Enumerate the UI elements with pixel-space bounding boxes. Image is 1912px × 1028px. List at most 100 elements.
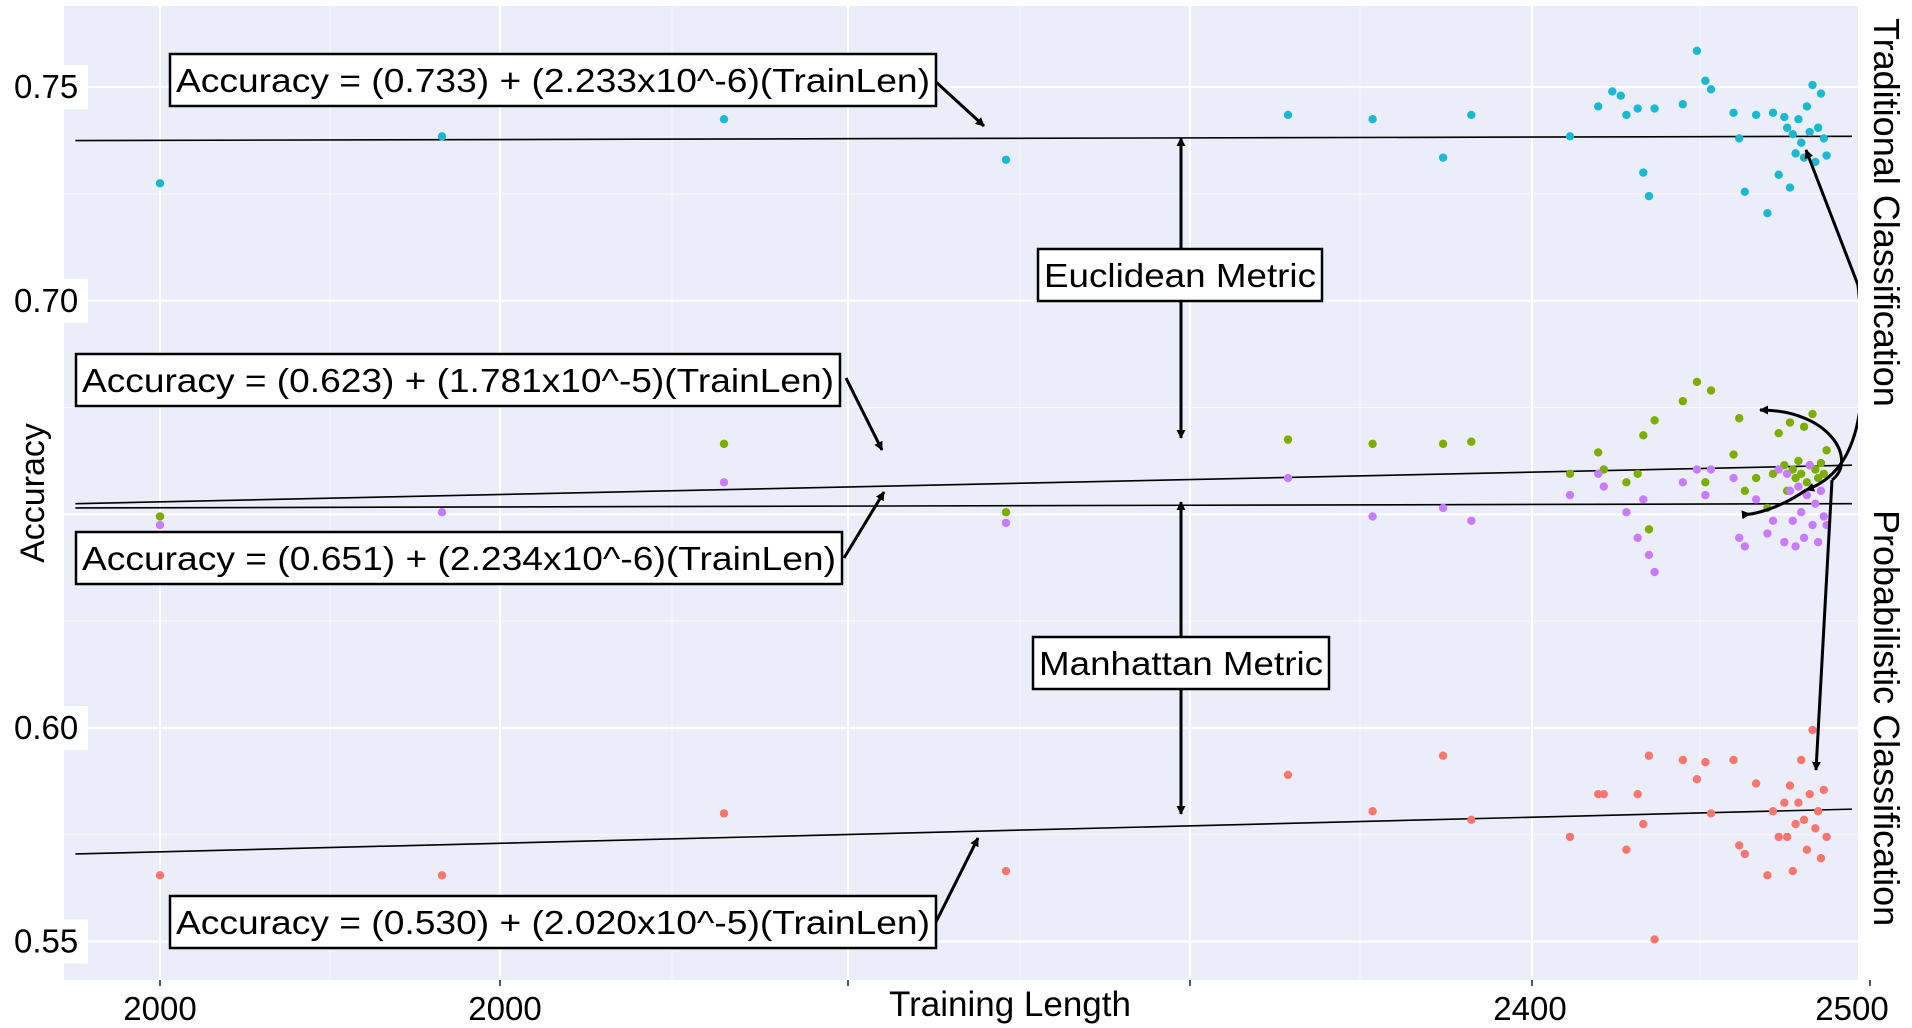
data-point-series-4 [1791,819,1800,829]
equation-traditional-manhattan-text: Accuracy = (0.651) + (2.234x10^-6)(Train… [82,540,836,577]
data-point-series-1 [1622,110,1631,120]
annotation-arrows [842,80,1865,923]
data-points [155,46,1831,944]
data-point-series-2 [1594,448,1603,457]
data-point-series-3 [1368,512,1377,521]
data-point-series-4 [1797,755,1806,765]
equation-traditional-euclidean-text: Accuracy = (0.733) + (2.233x10^-6)(Train… [176,62,930,99]
data-point-series-3 [1782,469,1792,478]
data-point-series-3 [1808,520,1817,530]
euclidean-metric-label-box [1036,247,1324,303]
data-point-series-2 [719,439,729,449]
data-point-series-1 [1706,85,1716,94]
right-label-band [1858,0,1912,980]
data-point-series-3 [1797,508,1806,517]
equation-probabilistic-euclidean: Accuracy = (0.623) + (1.781x10^-5)(Train… [74,352,842,408]
data-point-series-2 [1808,409,1817,419]
data-point-series-3 [1768,516,1778,525]
data-point-series-1 [719,115,729,124]
data-point-series-4 [1811,824,1820,833]
data-point-series-2 [1819,469,1829,478]
regression-line-3 [75,502,1853,509]
annotation-labels: Traditional Classification Probabilistic … [74,0,1912,980]
arrow-eq-probabilistic-euclidean [844,377,884,451]
data-point-series-1 [1740,187,1750,197]
equation-traditional-manhattan-box [74,530,844,586]
arrow-traditional-to-euclidean [1804,149,1860,286]
data-point-series-1 [1678,100,1688,109]
data-point-series-1 [155,179,165,188]
data-point-series-1 [1816,89,1826,98]
data-point-series-3 [1805,461,1814,470]
data-point-series-1 [1639,168,1648,177]
x-axis-band [0,980,1912,1028]
data-point-series-2 [1438,439,1448,449]
data-point-series-3 [1791,542,1800,551]
data-point-series-4 [437,871,447,880]
equation-probabilistic-manhattan: Accuracy = (0.530) + (2.020x10^-5)(Train… [168,894,938,950]
data-point-series-1 [1701,76,1710,85]
data-point-series-1 [1616,91,1625,100]
data-point-series-3 [1692,465,1702,474]
data-point-series-4 [1438,751,1448,760]
data-point-series-3 [1650,567,1659,577]
data-point-series-1 [1467,110,1476,120]
y-tick-label: 0.60 [14,709,78,746]
data-point-series-3 [155,520,165,530]
data-point-series-1 [1438,153,1448,162]
data-point-series-1 [1808,80,1817,90]
data-point-series-1 [1794,115,1803,124]
equation-traditional-manhattan: Accuracy = (0.651) + (2.234x10^-6)(Train… [74,530,844,586]
euclidean-metric-label-text: Euclidean Metric [1044,257,1316,294]
data-point-series-4 [1813,807,1823,816]
data-point-series-4 [1763,871,1772,880]
data-point-series-1 [1791,149,1800,158]
arrow-eq-traditional-manhattan [842,491,886,559]
regression-line-4 [75,808,1853,855]
data-point-series-1 [1822,151,1831,160]
data-point-series-4 [1816,854,1826,863]
data-point-series-2 [155,512,165,521]
data-point-series-3 [1819,512,1829,521]
data-point-series-3 [1735,533,1744,543]
data-point-series-2 [1816,458,1826,468]
data-point-series-3 [1001,518,1011,528]
data-point-series-4 [1283,770,1293,780]
data-point-series-2 [1622,478,1631,487]
data-point-series-1 [1633,104,1642,113]
data-point-series-1 [1692,46,1702,56]
y-tick-label-bg [6,65,88,110]
data-point-series-2 [1283,435,1293,444]
data-point-series-2 [1729,450,1738,459]
y-tick-label-bg [6,278,88,323]
data-point-series-2 [1751,473,1761,483]
data-point-series-1 [1644,191,1654,201]
data-point-series-2 [1774,428,1783,438]
data-point-series-3 [1729,473,1738,483]
equation-probabilistic-manhattan-box [168,894,938,950]
data-point-series-1 [1805,127,1814,137]
data-point-series-4 [155,871,165,880]
data-point-series-1 [1735,134,1744,143]
data-point-series-3 [1794,482,1803,491]
traditional-classification-label: Traditional Classification [1866,18,1907,407]
data-point-series-3 [1811,499,1820,508]
arrow-eq-traditional-euclidean [934,80,986,128]
data-point-series-4 [1819,785,1829,795]
data-point-series-2 [1785,418,1795,427]
equation-probabilistic-euclidean-text: Accuracy = (0.623) + (1.781x10^-5)(Train… [82,362,834,399]
data-point-series-2 [1797,469,1806,478]
data-point-series-4 [1692,775,1702,784]
data-point-series-2 [1639,431,1648,440]
y-tick-label-bg [6,919,88,964]
y-axis-title: Accuracy [14,423,52,563]
data-point-series-2 [1678,396,1688,406]
x-tick-label: 2400 [1493,990,1566,1027]
data-point-series-2 [1706,386,1716,395]
arrow-probabilistic-to-manhattan [1811,479,1834,771]
data-point-series-4 [1808,725,1817,735]
data-point-series-4 [719,809,729,818]
data-point-series-4 [1740,849,1750,859]
data-point-series-4 [1633,789,1642,799]
data-point-series-4 [1644,751,1654,760]
